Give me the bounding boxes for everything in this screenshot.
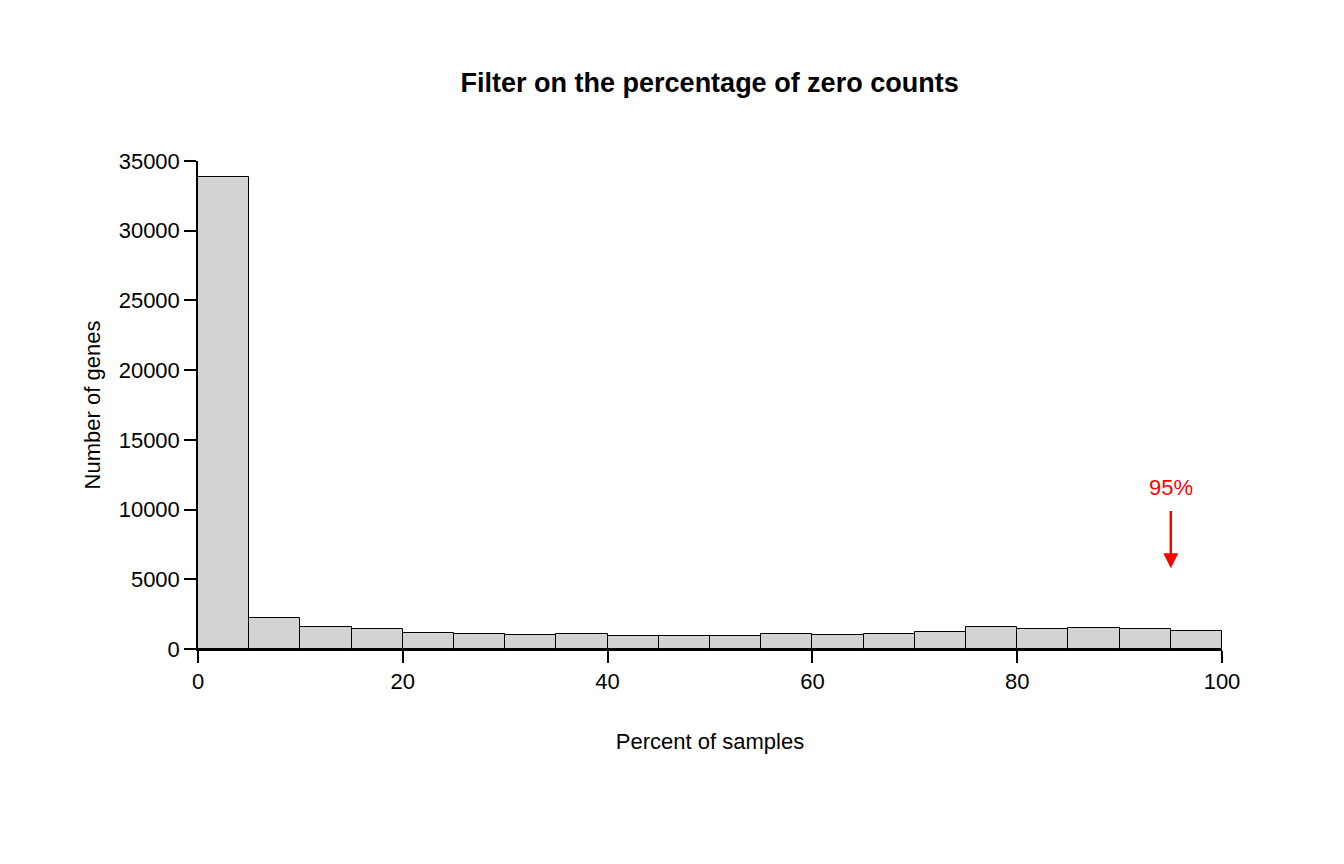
svg-text:15000: 15000	[119, 428, 180, 453]
svg-text:20: 20	[391, 669, 415, 694]
svg-text:0: 0	[192, 669, 204, 694]
svg-text:35000: 35000	[119, 149, 180, 174]
svg-text:25000: 25000	[119, 288, 180, 313]
svg-text:Filter on the percentage of ze: Filter on the percentage of zero counts	[461, 68, 959, 98]
svg-text:80: 80	[1005, 669, 1029, 694]
svg-text:Number of genes: Number of genes	[80, 321, 105, 490]
svg-text:10000: 10000	[119, 497, 180, 522]
svg-text:0: 0	[168, 637, 180, 662]
svg-text:100: 100	[1204, 669, 1241, 694]
svg-text:60: 60	[800, 669, 824, 694]
svg-text:95%: 95%	[1149, 475, 1193, 500]
svg-text:30000: 30000	[119, 218, 180, 243]
svg-text:20000: 20000	[119, 358, 180, 383]
svg-text:40: 40	[595, 669, 619, 694]
svg-text:Percent of samples: Percent of samples	[616, 729, 804, 754]
svg-text:5000: 5000	[131, 567, 180, 592]
